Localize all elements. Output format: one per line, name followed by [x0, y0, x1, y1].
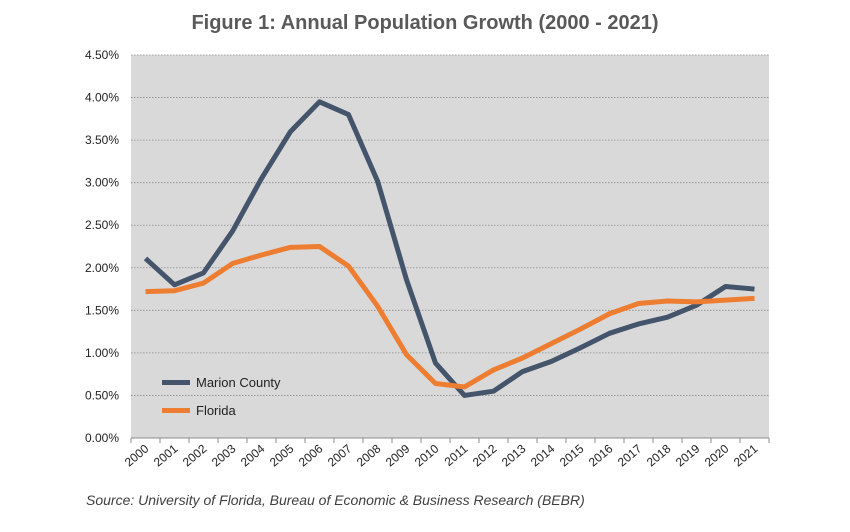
x-tick-label: 2011 — [442, 441, 471, 469]
legend-swatch-marion — [162, 379, 190, 385]
x-tick-label: 2010 — [412, 441, 442, 469]
legend-item-florida: Florida — [162, 396, 281, 424]
x-tick-label: 2016 — [586, 441, 616, 469]
x-tick-label: 2003 — [209, 441, 239, 469]
x-tick-label: 2007 — [325, 441, 355, 469]
y-tick-label: 0.00% — [85, 431, 119, 445]
y-tick-label: 4.50% — [85, 48, 119, 62]
x-tick-label: 2019 — [673, 441, 703, 469]
x-tick-label: 2020 — [702, 441, 732, 469]
plot-area — [131, 55, 769, 438]
x-tick-label: 2018 — [644, 441, 674, 469]
chart-title: Figure 1: Annual Population Growth (2000… — [191, 12, 659, 34]
y-tick-label: 2.00% — [85, 261, 119, 275]
y-tick-label: 0.50% — [85, 388, 119, 402]
x-tick-label: 2015 — [557, 441, 587, 469]
legend-label-marion: Marion County — [196, 374, 281, 390]
x-tick-label: 2000 — [122, 441, 152, 469]
y-tick-label: 1.00% — [85, 346, 119, 360]
y-tick-label: 3.50% — [85, 133, 119, 147]
legend-label-florida: Florida — [196, 402, 236, 418]
x-tick-label: 2006 — [296, 441, 326, 469]
legend-swatch-florida — [162, 407, 190, 413]
x-tick-label: 2005 — [267, 441, 297, 469]
y-tick-label: 4.00% — [85, 91, 119, 105]
y-tick-label: 2.50% — [85, 218, 119, 232]
series-line-florida — [145, 244, 755, 390]
x-tick-label: 2017 — [615, 441, 645, 469]
series-line-marion-county — [143, 99, 755, 398]
x-tick-label: 2021 — [731, 441, 761, 469]
source-note: Source: University of Florida, Bureau of… — [86, 492, 585, 508]
x-tick-label: 2004 — [238, 441, 268, 469]
legend-item-marion: Marion County — [162, 368, 281, 396]
y-tick-label: 1.50% — [85, 303, 119, 317]
y-tick-label: 3.00% — [85, 176, 119, 190]
x-tick-label: 2008 — [354, 441, 384, 469]
x-tick-label: 2009 — [383, 441, 413, 469]
x-tick-label: 2001 — [151, 441, 181, 469]
x-tick-label: 2014 — [528, 441, 558, 469]
x-tick-label: 2002 — [180, 441, 210, 469]
legend: Marion County Florida — [162, 368, 281, 424]
x-tick-label: 2013 — [499, 441, 529, 469]
x-tick-label: 2012 — [470, 441, 500, 469]
